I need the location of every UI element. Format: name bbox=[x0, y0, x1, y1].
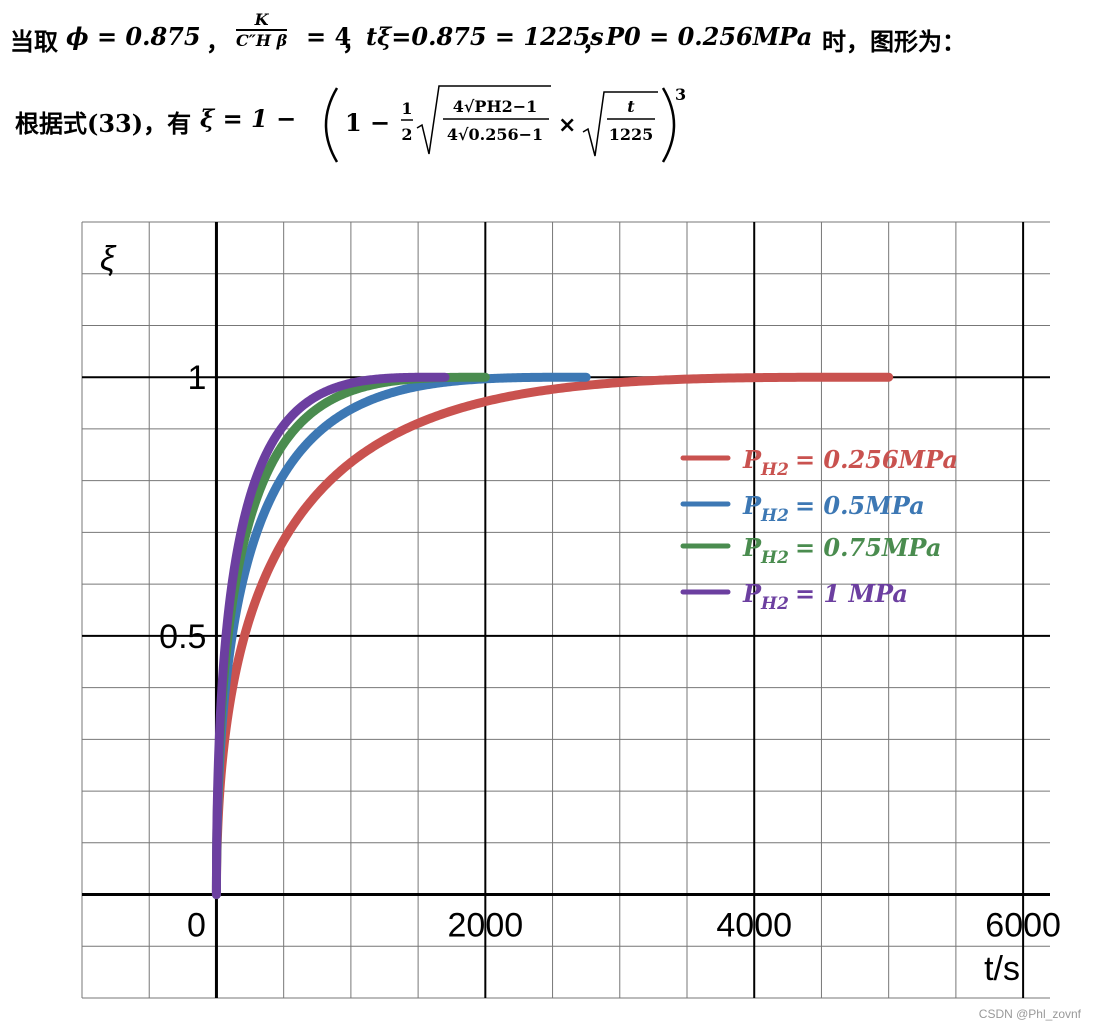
k-denominator: C″H β bbox=[236, 31, 288, 50]
t-numerator: t bbox=[627, 97, 635, 116]
x-tick-label: 6000 bbox=[985, 907, 1061, 945]
phi-equation: ϕ = 0.875 bbox=[66, 22, 201, 51]
header-line: 当取 ϕ = 0.875 ， K C″H β = 4 ， tξ=0.875 = … bbox=[10, 10, 1085, 70]
x-axis-label: t/s bbox=[984, 950, 1020, 988]
series-lines bbox=[211, 372, 894, 900]
header-prefix: 当取 bbox=[10, 27, 58, 56]
t-equation: tξ=0.875 = 1225s bbox=[366, 22, 604, 51]
p0-equation: P0 = 0.256MPa bbox=[606, 22, 813, 51]
k-numerator: K bbox=[236, 10, 288, 31]
formula-prefix: 根据式(33)，有 bbox=[15, 109, 192, 138]
series-line bbox=[211, 372, 894, 900]
separator: ， bbox=[582, 27, 606, 56]
sqrt-sign bbox=[416, 85, 551, 155]
tick-labels: 0 2000 4000 6000 0.5 1 bbox=[159, 359, 1061, 944]
t-denominator: 1225 bbox=[609, 125, 654, 144]
header-suffix: 时，图形为： bbox=[822, 27, 966, 56]
left-paren bbox=[324, 87, 339, 163]
k-equals: = 4 bbox=[306, 22, 352, 51]
separator: ， bbox=[342, 27, 366, 56]
half-numerator: 1 bbox=[401, 99, 412, 118]
legend-label: PH2 = 0.5MPa bbox=[742, 491, 925, 526]
legend-label: PH2 = 1 MPa bbox=[742, 579, 908, 614]
series-line bbox=[211, 372, 450, 900]
grid bbox=[81, 221, 1050, 999]
legend-label: PH2 = 0.256MPa bbox=[742, 445, 958, 480]
half-denominator: 2 bbox=[401, 125, 412, 144]
formula-lhs: ξ = 1 − bbox=[200, 104, 297, 133]
power-exponent: 3 bbox=[675, 85, 686, 104]
legend: PH2 = 0.256MPa PH2 = 0.5MPa PH2 = 0.75MPa PH2 =… bbox=[680, 445, 958, 614]
one-minus: 1 − bbox=[345, 108, 390, 137]
right-paren bbox=[661, 87, 676, 163]
x-tick-label: 0 bbox=[187, 907, 206, 945]
k-fraction: K C″H β bbox=[236, 10, 288, 50]
y-tick-label: 1 bbox=[188, 359, 207, 397]
times-sign: × bbox=[558, 113, 576, 138]
inner-numerator: 4√PH2−1 bbox=[453, 97, 537, 116]
separator: ， bbox=[206, 27, 230, 56]
inner-denominator: 4√0.256−1 bbox=[447, 125, 543, 144]
x-tick-label: 2000 bbox=[448, 907, 524, 945]
formula-line: 根据式(33)，有 ξ = 1 − 1 − 1 2 4√PH2−1 4√0.25… bbox=[15, 80, 1090, 170]
formula-graphic: 1 − 1 2 4√PH2−1 4√0.256−1 × t 1225 3 bbox=[324, 85, 686, 163]
x-tick-label: 4000 bbox=[716, 907, 792, 945]
y-tick-label: 0.5 bbox=[159, 618, 206, 656]
legend-label: PH2 = 0.75MPa bbox=[742, 533, 941, 568]
y-axis-label: ξ bbox=[100, 240, 117, 278]
watermark: CSDN @Phl_zovnf bbox=[978, 1007, 1081, 1021]
sqrt-sign-t bbox=[582, 91, 658, 157]
